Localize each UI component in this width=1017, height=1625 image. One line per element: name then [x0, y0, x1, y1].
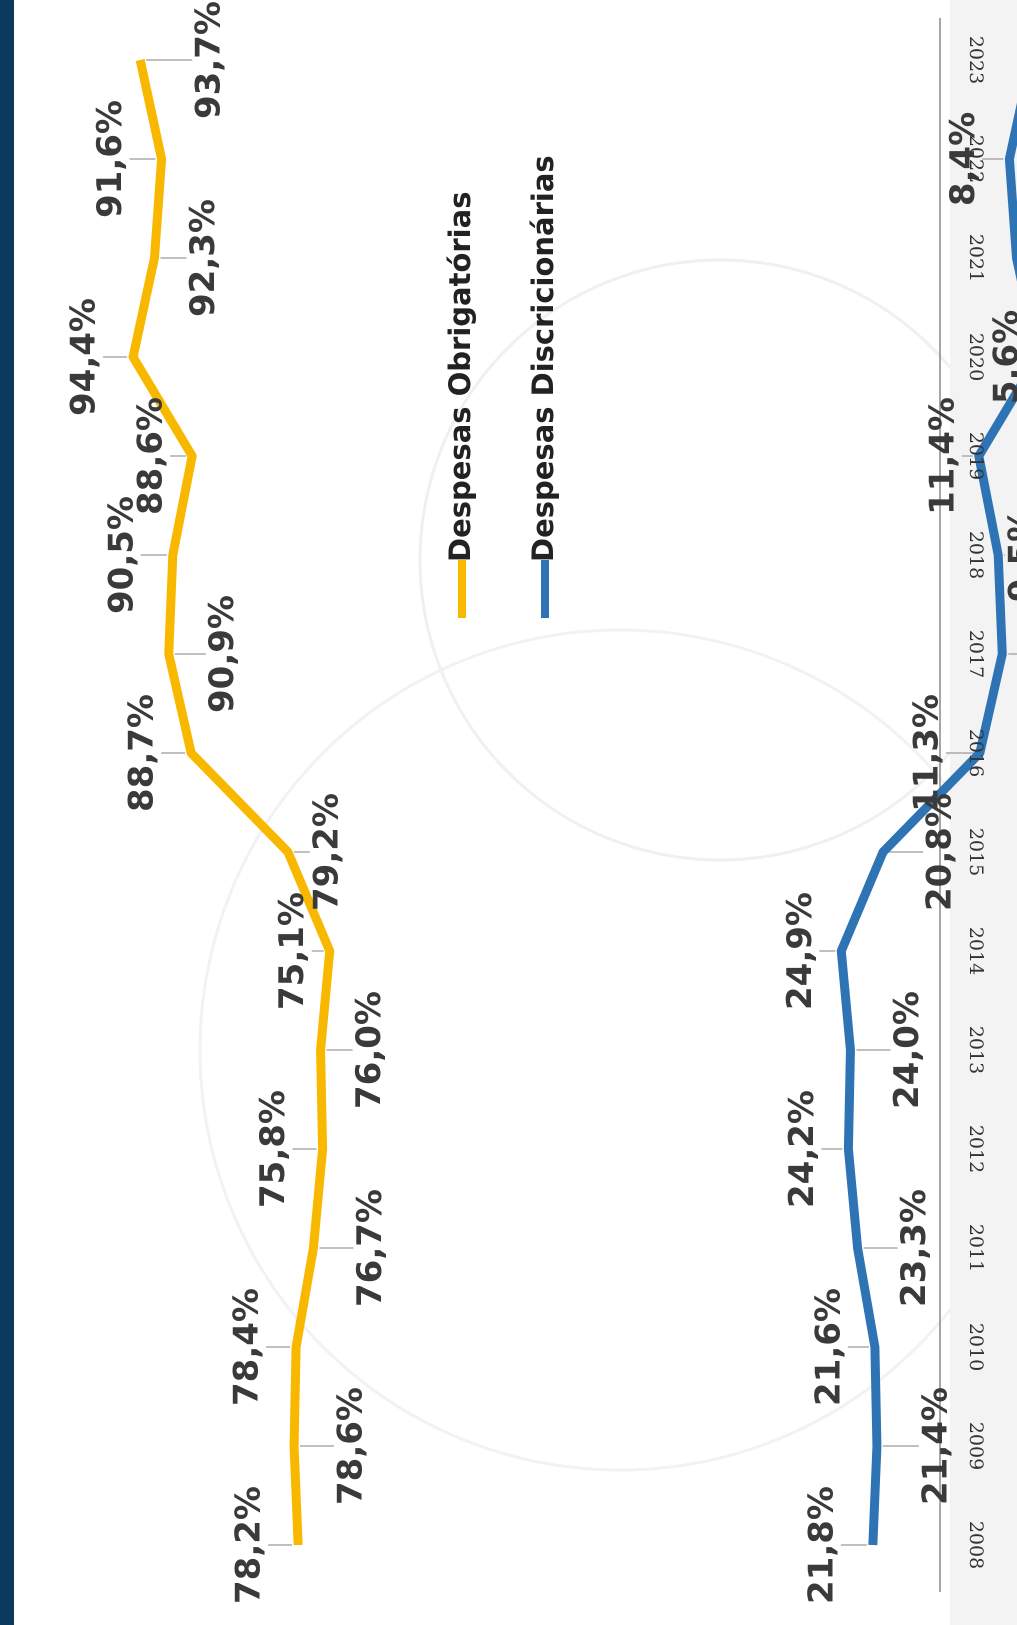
- data-label: 21,6%: [808, 1288, 848, 1406]
- watermark-ring: [198, 628, 1017, 1472]
- x-tick-label: 2016: [965, 729, 987, 777]
- data-label: 21,8%: [801, 1486, 841, 1604]
- legend: Despesas Obrigatórias Despesas Discricion…: [443, 155, 560, 618]
- watermark-band: [950, 0, 1017, 1625]
- data-label: 20,8%: [920, 793, 960, 911]
- data-label: 90,5%: [101, 496, 141, 614]
- watermark-ring: [418, 258, 1017, 862]
- background-watermark: [198, 0, 1017, 1625]
- x-tick-label: 2009: [965, 1422, 987, 1470]
- data-label: 93,7%: [189, 1, 229, 119]
- data-label: 23,3%: [894, 1189, 934, 1307]
- x-tick-label: 2017: [965, 630, 987, 678]
- data-label: 75,8%: [253, 1090, 293, 1208]
- data-label: 76,0%: [349, 991, 389, 1109]
- data-label: 91,6%: [90, 100, 130, 218]
- data-label: 78,6%: [331, 1387, 371, 1505]
- legend-label: Despesas Obrigatórias: [443, 192, 477, 562]
- data-label: 88,6%: [131, 397, 171, 515]
- x-tick-label: 2019: [965, 432, 987, 480]
- x-tick-label: 2023: [965, 36, 987, 84]
- data-label: 94,4%: [64, 298, 104, 416]
- data-label: 8,4%: [943, 112, 983, 206]
- x-tick-label: 2018: [965, 531, 987, 579]
- x-tick-label: 2008: [965, 1521, 987, 1569]
- x-tick-label: 2010: [965, 1323, 987, 1371]
- data-labels: 78,2% 78,6% 78,4% 76,7% 75,8% 76,0% 75,1%79,2%…: [64, 1, 1017, 1604]
- x-tick-labels: 2008 2009 2010 2011 2012 2013 2014 2015 2016 2017…: [965, 36, 987, 1569]
- data-label: 24,2%: [782, 1090, 822, 1208]
- x-tick-label: 2020: [965, 333, 987, 381]
- data-label: 9,5%: [1002, 508, 1017, 602]
- x-tick-label: 2013: [965, 1026, 987, 1074]
- data-label: 78,4%: [227, 1288, 267, 1406]
- data-label: 11,4%: [922, 397, 962, 515]
- series-lines: [128, 59, 1017, 1546]
- data-label: 88,7%: [122, 694, 162, 812]
- series-line: [836, 102, 1017, 1546]
- data-label: 79,2%: [306, 793, 346, 911]
- data-label: 5,6%: [986, 310, 1017, 404]
- data-label: 24,9%: [780, 892, 820, 1010]
- x-tick-label: 2011: [965, 1224, 987, 1272]
- data-label: 75,1%: [272, 892, 312, 1010]
- x-tick-label: 2014: [965, 927, 987, 975]
- left-accent-band: [0, 0, 14, 1625]
- data-label: 11,3%: [906, 694, 946, 812]
- data-label: 21,4%: [915, 1387, 955, 1505]
- legend-label: Despesas Discricionárias: [526, 155, 560, 562]
- x-tick-label: 2012: [965, 1125, 987, 1173]
- leader-lines: [103, 59, 1017, 1546]
- data-label: 76,7%: [350, 1189, 390, 1307]
- data-label: 24,0%: [887, 991, 927, 1109]
- series-line: [128, 59, 335, 1546]
- x-tick-label: 2021: [965, 234, 987, 282]
- x-tick-label: 2022: [965, 135, 987, 183]
- data-label: 78,2%: [229, 1486, 269, 1604]
- data-label: 92,3%: [183, 199, 223, 317]
- data-label: 90,9%: [202, 595, 242, 713]
- x-tick-label: 2015: [965, 828, 987, 876]
